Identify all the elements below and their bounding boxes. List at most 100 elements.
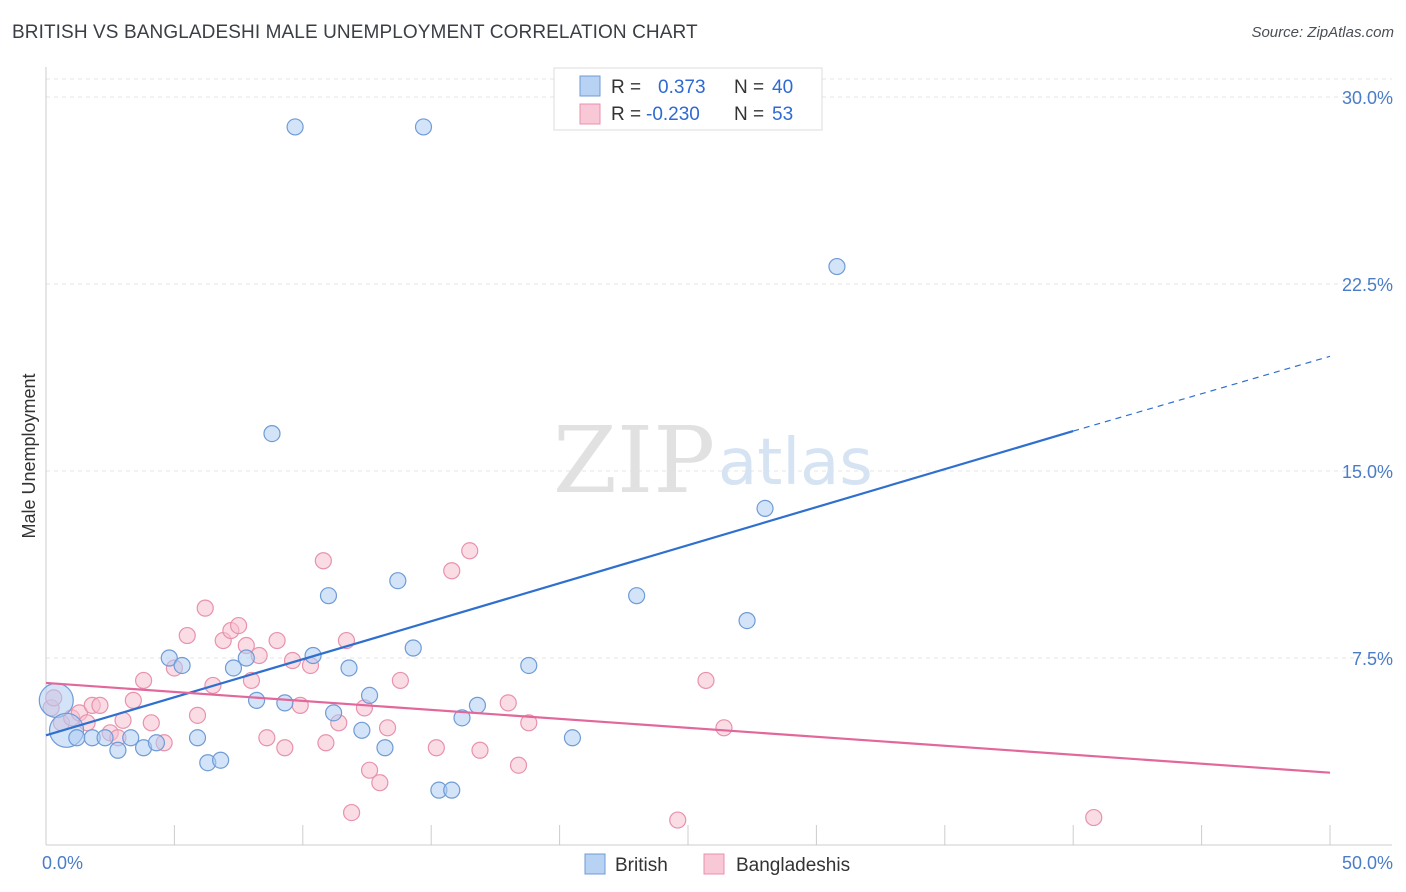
british-point-21 xyxy=(319,587,338,605)
legend-r-value-british: 0.373 xyxy=(658,77,706,98)
bangladeshi-point-17 xyxy=(196,599,214,617)
british-point-18 xyxy=(276,694,294,712)
british-trend-extension xyxy=(1073,355,1331,432)
bangladeshis-points xyxy=(42,542,1103,829)
bangladeshi-point-47 xyxy=(520,714,538,732)
british-point-15 xyxy=(237,649,255,667)
british-point-4 xyxy=(96,729,114,747)
british-point-19 xyxy=(286,118,304,136)
british-point-8 xyxy=(147,734,166,752)
legend-n-value-british: 40 xyxy=(772,77,793,98)
british-point-26 xyxy=(376,739,394,757)
british-point-13 xyxy=(212,751,230,769)
bottom-legend-label-british: British xyxy=(615,855,668,876)
british-point-38 xyxy=(756,499,774,517)
british-point-23 xyxy=(340,659,358,677)
british-point-17 xyxy=(263,425,281,443)
british-point-2 xyxy=(68,729,86,747)
bangladeshi-point-32 xyxy=(317,734,335,752)
bangladeshi-point-43 xyxy=(461,542,479,560)
bangladeshi-point-21 xyxy=(230,616,248,635)
british-point-28 xyxy=(404,639,422,657)
bangladeshi-point-50 xyxy=(715,719,733,737)
bangladeshi-point-15 xyxy=(178,626,196,645)
legend-swatch-bangladeshis xyxy=(579,103,601,125)
bottom-legend-label-bangladeshis: Bangladeshis xyxy=(736,855,850,876)
y-tick-label-1: 15.0% xyxy=(1342,462,1393,482)
bangladeshi-point-51 xyxy=(1085,808,1103,827)
bangladeshi-point-46 xyxy=(509,756,528,774)
legend-swatch-british xyxy=(579,75,601,97)
british-point-36 xyxy=(628,587,646,605)
bangladeshi-point-27 xyxy=(276,739,294,757)
british-trend-line xyxy=(45,430,1074,737)
british-point-10 xyxy=(173,656,191,675)
legend-r-value-bangladeshis: -0.230 xyxy=(646,104,700,125)
bangladeshi-point-26 xyxy=(268,631,286,650)
british-point-5 xyxy=(109,741,127,759)
british-point-24 xyxy=(353,721,371,739)
british-point-34 xyxy=(414,118,433,136)
bangladeshi-point-44 xyxy=(471,741,489,759)
y-axis-label: Male Unemployment xyxy=(19,373,39,538)
bangladeshi-point-11 xyxy=(134,671,153,690)
watermark-zip: ZIP xyxy=(553,407,715,514)
british-points xyxy=(38,118,846,799)
british-point-27 xyxy=(389,572,407,590)
y-tick-label-0: 7.5% xyxy=(1352,649,1393,669)
british-point-35 xyxy=(563,729,582,747)
british-point-16 xyxy=(247,691,266,709)
british-point-32 xyxy=(468,696,487,714)
y-tick-labels: 7.5% 15.0% 22.5% 30.0% xyxy=(1342,88,1393,669)
bangladeshi-point-42 xyxy=(443,562,461,580)
trend-lines xyxy=(45,355,1331,774)
legend-n-label-british: N = xyxy=(734,77,764,98)
y-tick-label-2: 22.5% xyxy=(1342,275,1393,295)
legend-n-label-bangladeshis: N = xyxy=(734,104,764,125)
british-point-14 xyxy=(224,659,243,677)
british-point-33 xyxy=(520,656,538,675)
bangladeshi-point-48 xyxy=(669,811,687,829)
british-point-6 xyxy=(122,729,140,747)
legend-box: R = 0.373 N = 40 R = -0.230 N = 53 xyxy=(553,67,823,131)
chart-title: BRITISH VS BANGLADESHI MALE UNEMPLOYMENT… xyxy=(12,22,698,43)
bangladeshi-point-35 xyxy=(342,803,361,822)
bangladeshi-point-49 xyxy=(697,671,715,690)
bangladeshi-point-39 xyxy=(378,719,397,737)
axes xyxy=(45,67,1392,846)
bangladeshi-point-37 xyxy=(360,761,379,779)
british-point-30 xyxy=(443,781,461,799)
british-point-37 xyxy=(738,611,756,630)
british-point-39 xyxy=(828,257,846,276)
bangladeshi-point-16 xyxy=(188,706,207,724)
legend-r-label-british: R = xyxy=(611,77,641,98)
legend-n-value-bangladeshis: 53 xyxy=(772,104,793,125)
bangladeshi-point-25 xyxy=(258,729,276,747)
british-point-25 xyxy=(360,686,379,705)
gridlines xyxy=(46,78,1392,659)
bottom-legend: British Bangladeshis xyxy=(584,853,850,876)
bangladeshi-point-38 xyxy=(371,774,389,792)
legend-r-label-bangladeshis: R = xyxy=(611,104,641,125)
y-tick-label-3: 30.0% xyxy=(1342,88,1393,108)
x-tick-label-0: 0.0% xyxy=(42,853,83,873)
bangladeshi-point-31 xyxy=(314,552,332,570)
british-point-11 xyxy=(188,729,207,747)
bangladeshi-point-10 xyxy=(124,691,142,709)
bangladeshi-point-45 xyxy=(499,694,517,712)
bangladeshi-point-6 xyxy=(91,696,109,714)
british-point-0 xyxy=(38,682,74,718)
x-tick-label-1: 50.0% xyxy=(1342,853,1393,873)
bangladeshi-trend-line xyxy=(45,681,1331,774)
bangladeshi-point-12 xyxy=(142,714,160,732)
watermark-atlas: atlas xyxy=(718,426,873,500)
british-point-31 xyxy=(453,709,471,727)
british-point-22 xyxy=(325,704,343,722)
bottom-legend-swatch-british xyxy=(584,853,606,875)
bottom-legend-swatch-bangladeshis xyxy=(703,853,725,875)
bangladeshi-point-40 xyxy=(391,671,409,690)
british-point-9 xyxy=(160,649,178,667)
bangladeshi-point-41 xyxy=(427,739,445,757)
x-tick-labels: 0.0% 50.0% xyxy=(42,853,1393,873)
